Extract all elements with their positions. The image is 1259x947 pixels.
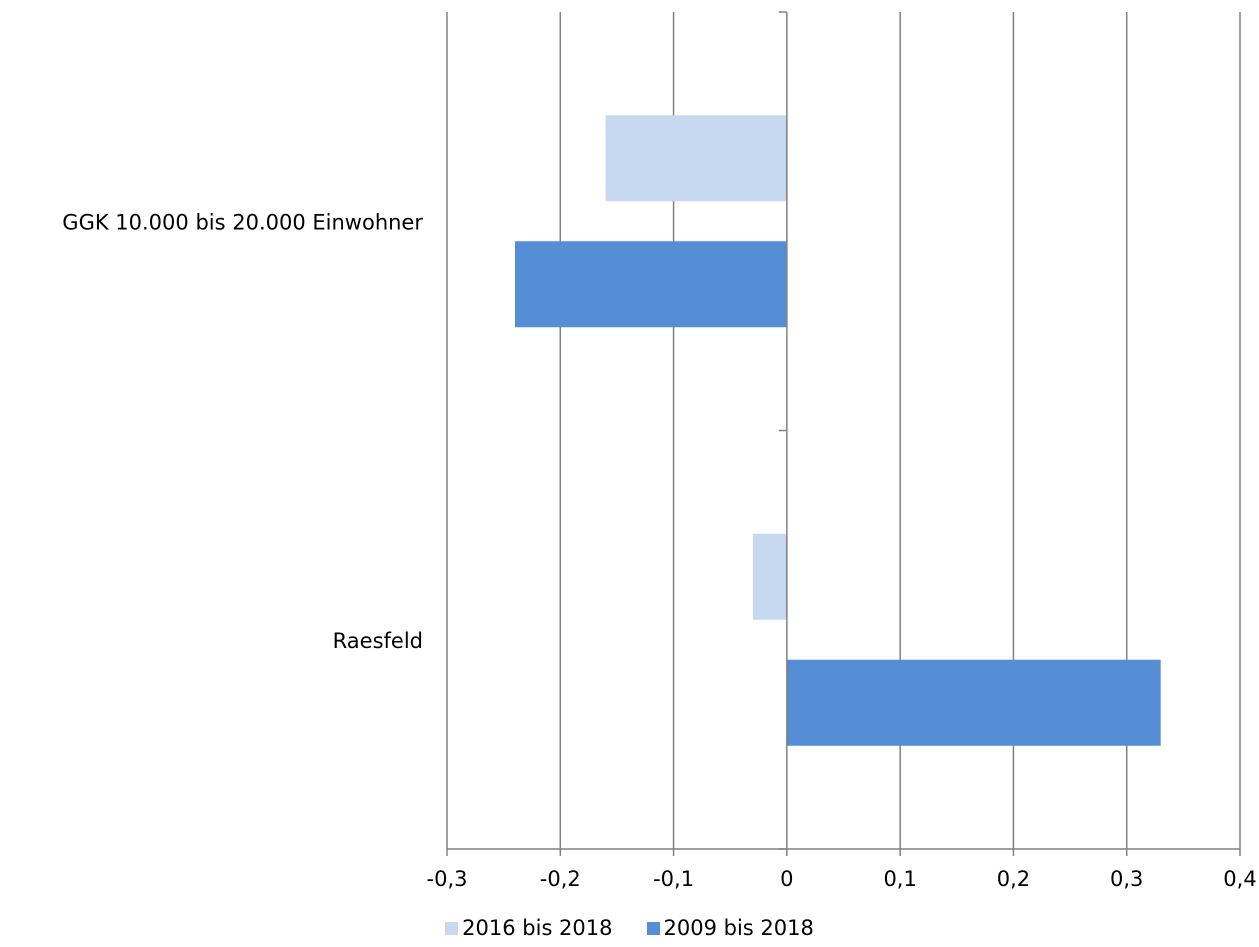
bar-2-1 [514, 241, 787, 328]
legend-item-series-1: 2016 bis 2018 [445, 916, 613, 940]
bar-2-2 [786, 659, 1161, 746]
axes [446, 11, 1241, 856]
legend-label-series-2: 2009 bis 2018 [663, 916, 814, 940]
legend-item-series-2: 2009 bis 2018 [646, 916, 814, 940]
legend-label-series-1: 2016 bis 2018 [462, 916, 613, 940]
legend-swatch-series-1 [445, 921, 459, 935]
x-tick-label: 0,1 [883, 867, 916, 891]
category-label: Raesfeld [333, 629, 423, 653]
x-tick-label: -0,2 [540, 867, 581, 891]
category-label: GGK 10.000 bis 20.000 Einwohner [62, 210, 423, 234]
bars [514, 115, 1161, 746]
x-tick-label: -0,3 [427, 867, 468, 891]
x-tick-label: -0,1 [653, 867, 694, 891]
legend: 2016 bis 2018 2009 bis 2018 [0, 916, 1259, 940]
bar-1-1 [605, 115, 787, 202]
x-tick-labels: -0,3 -0,2 -0,1 0 0,1 0,2 0,3 0,4 [427, 867, 1257, 891]
category-labels: GGK 10.000 bis 20.000 Einwohner Raesfeld [62, 210, 423, 653]
x-tick-label: 0,4 [1223, 867, 1256, 891]
legend-swatch-series-2 [646, 921, 660, 935]
x-tick-label: 0,3 [1110, 867, 1143, 891]
bar-1-2 [752, 533, 787, 620]
x-tick-label: 0,2 [997, 867, 1030, 891]
x-tick-label: 0 [780, 867, 793, 891]
